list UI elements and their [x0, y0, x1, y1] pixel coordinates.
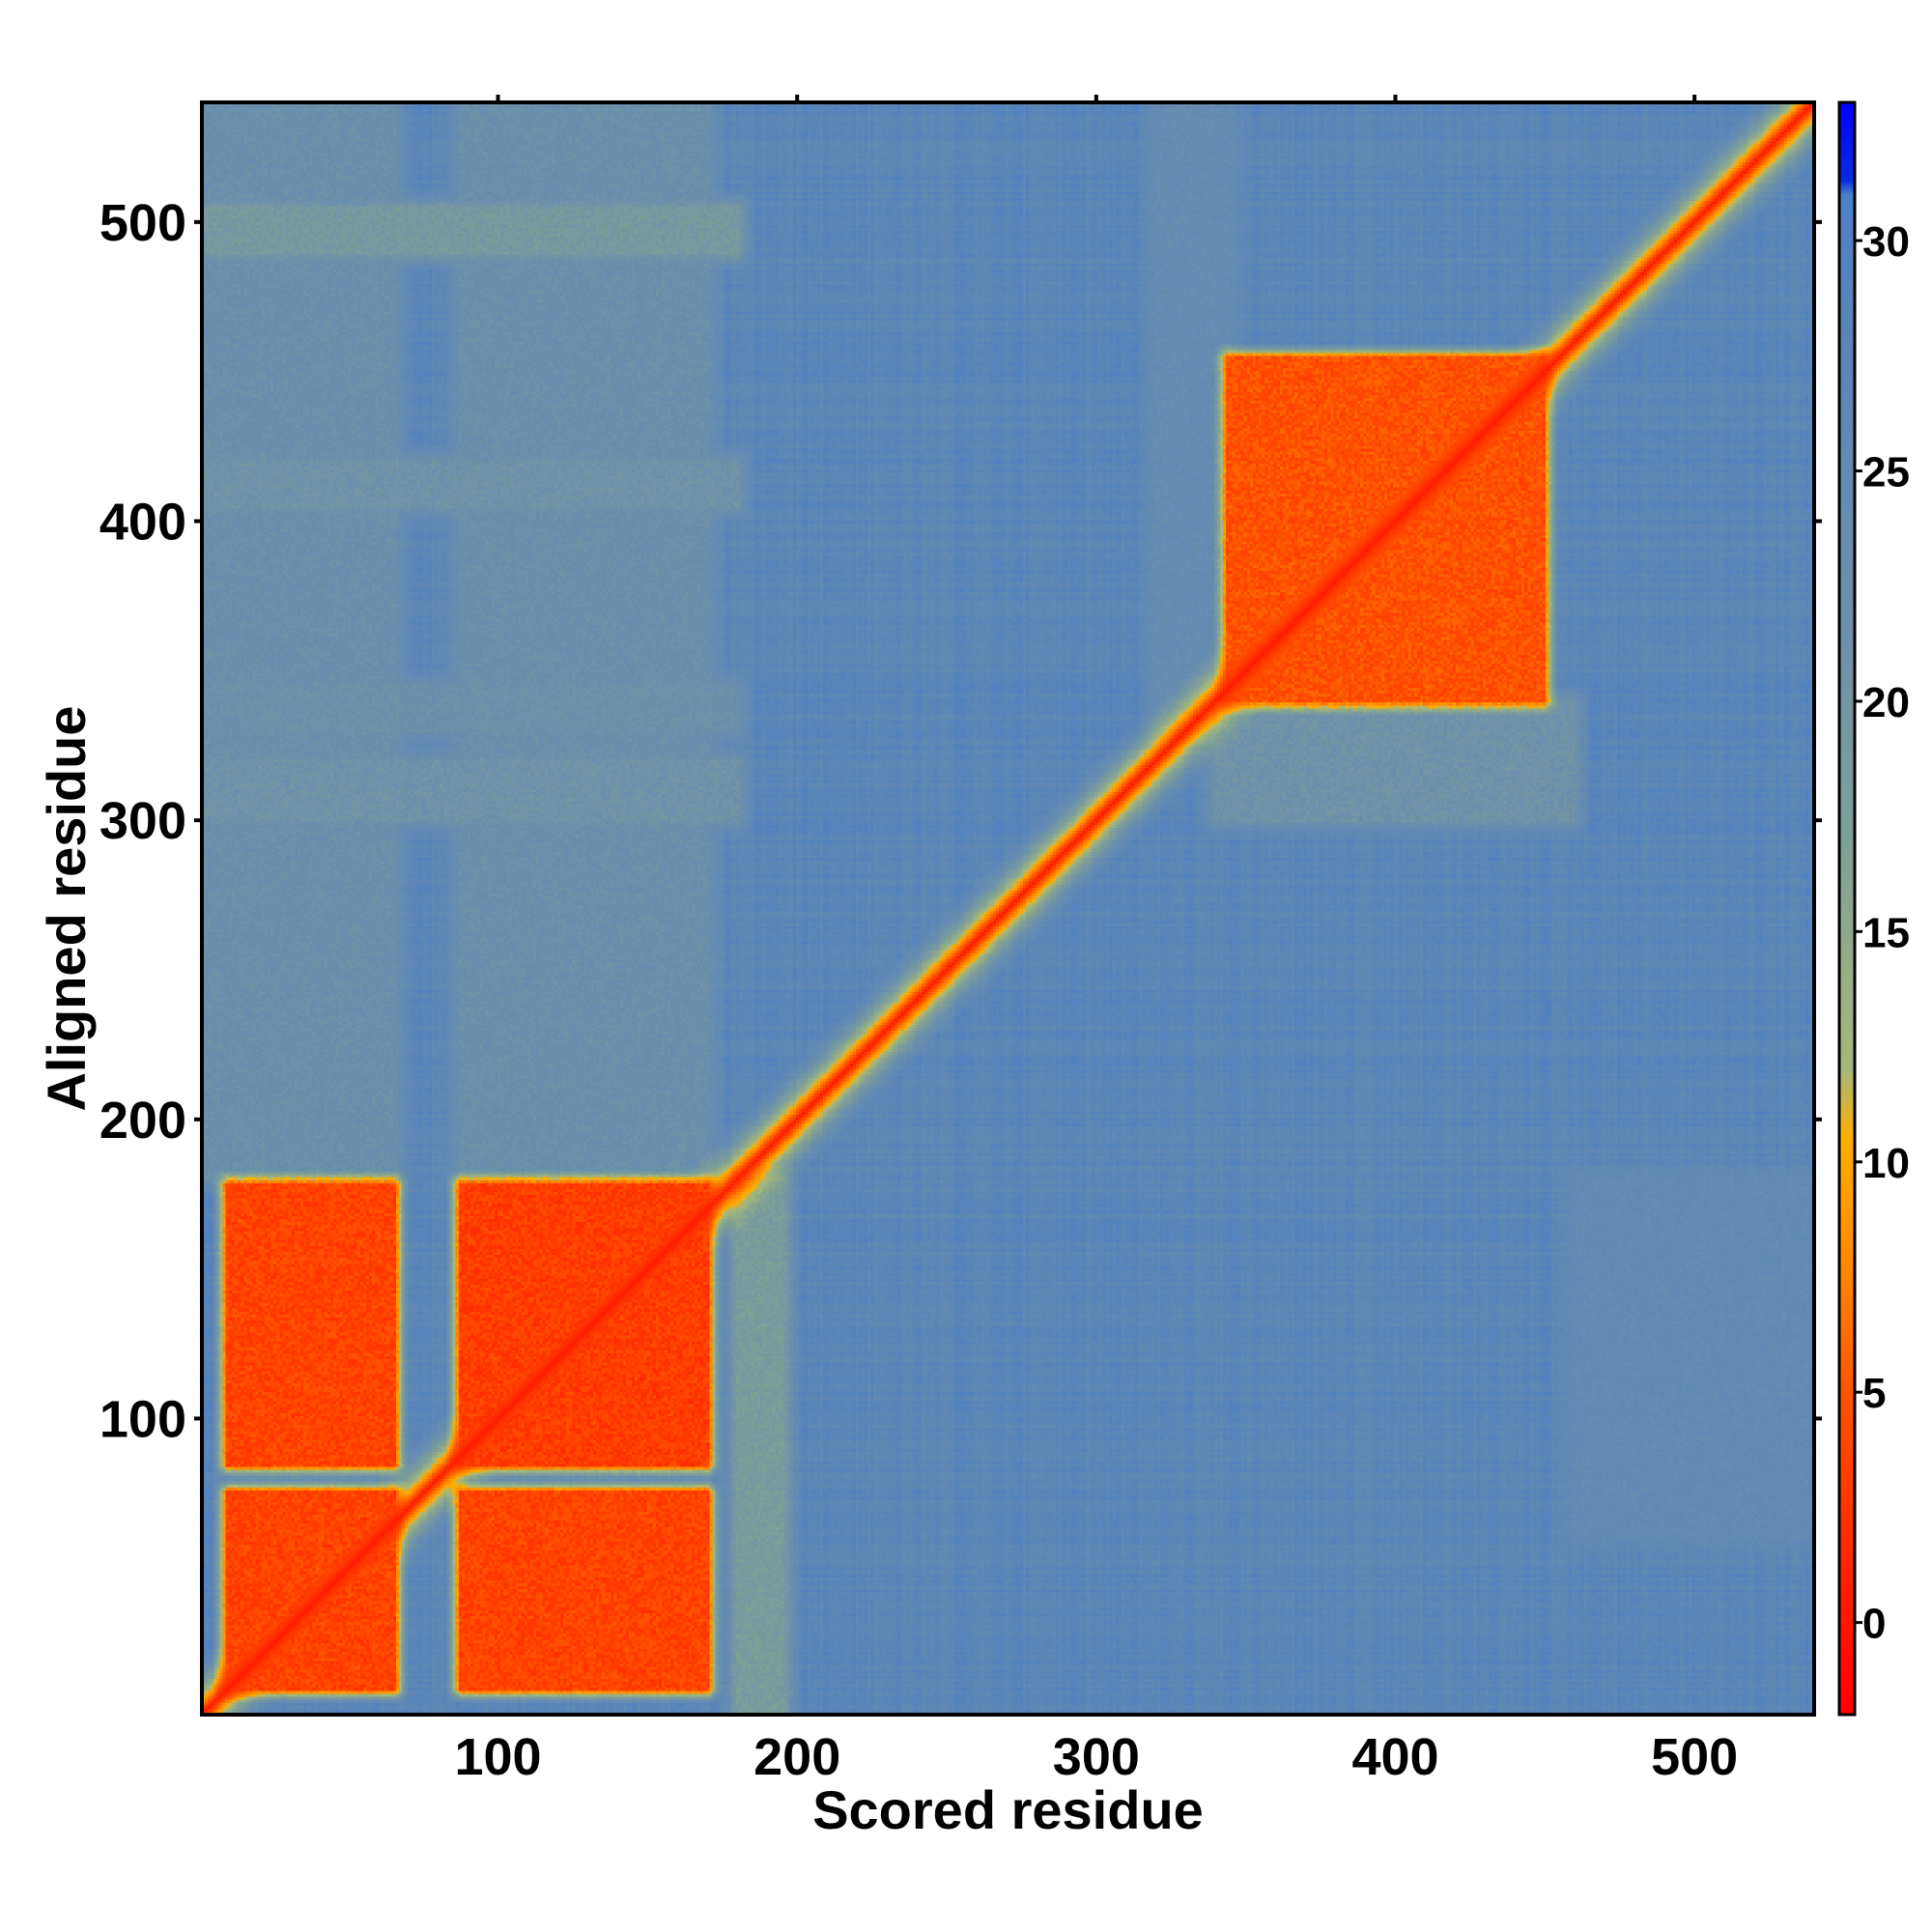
- colorbar: 0 5 10 15 20 25 30: [1837, 100, 1910, 1717]
- colorbar-tick-label: 20: [1862, 679, 1910, 726]
- colorbar-tick-label: 0: [1862, 1601, 1886, 1648]
- colorbar-tick-label: 5: [1862, 1370, 1886, 1417]
- y-tick-label: 300: [99, 792, 186, 850]
- x-tick-label: 400: [1351, 1728, 1438, 1786]
- colorbar-gradient: [1839, 102, 1855, 1715]
- y-tick-label: 500: [99, 194, 186, 252]
- x-axis: 100 200 300 400 500: [454, 95, 1738, 1786]
- x-tick-label: 100: [454, 1728, 541, 1786]
- x-axis-title: Scored residue: [812, 1779, 1204, 1840]
- y-tick-label: 400: [99, 494, 186, 552]
- colorbar-tick-label: 30: [1862, 218, 1910, 266]
- x-tick-label: 300: [1053, 1728, 1140, 1786]
- y-axis: 100 200 300 400 500: [99, 194, 1822, 1448]
- colorbar-ticks: 0 5 10 15 20 25 30: [1855, 218, 1910, 1648]
- x-tick-label: 200: [753, 1728, 840, 1786]
- y-axis-title: Aligned residue: [36, 705, 97, 1111]
- y-tick-label: 200: [99, 1092, 186, 1150]
- heatmap-canvas-holder: [202, 102, 1814, 1715]
- heatmap-area: [202, 102, 1814, 1715]
- colorbar-frame: [1837, 100, 1857, 1717]
- colorbar-tick-label: 25: [1862, 448, 1910, 496]
- colorbar-tick-label: 15: [1862, 909, 1910, 956]
- heatmap-canvas: [202, 102, 1814, 1715]
- y-tick-label: 100: [99, 1390, 186, 1448]
- plot-frame: [200, 100, 1816, 1717]
- x-tick-label: 500: [1651, 1728, 1738, 1786]
- colorbar-tick-label: 10: [1862, 1140, 1910, 1187]
